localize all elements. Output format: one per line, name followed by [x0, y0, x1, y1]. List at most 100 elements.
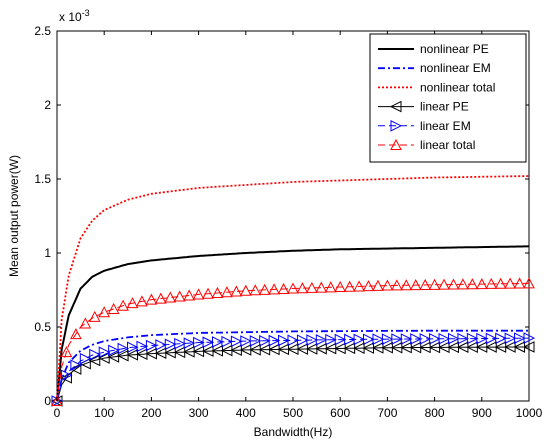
data-point [79, 352, 92, 365]
x-tick-label: 600 [330, 406, 350, 420]
x-tick-label: 300 [189, 406, 209, 420]
data-point [296, 282, 309, 294]
x-tick-label: 0 [54, 406, 61, 420]
data-point [89, 348, 101, 361]
series-line [56, 245, 530, 402]
data-point [221, 286, 233, 298]
legend-label: nonlinear PE [420, 42, 489, 56]
data-point [476, 332, 488, 345]
x-tick-label: 800 [425, 406, 445, 420]
data-point [127, 341, 139, 354]
legend-item: linear PE [378, 100, 469, 114]
series-linear-total [51, 277, 535, 406]
y-tick-label: 0 [44, 394, 51, 408]
data-point [268, 283, 280, 295]
data-point [447, 278, 460, 290]
data-point [239, 284, 252, 296]
data-point [306, 281, 318, 293]
legend-label: nonlinear total [420, 80, 495, 94]
data-point [88, 310, 101, 322]
x-tick-label: 100 [94, 406, 114, 420]
legend-item: nonlinear EM [378, 61, 491, 75]
data-point [183, 337, 196, 349]
data-point [391, 279, 403, 291]
data-point [202, 336, 215, 349]
data-point [389, 100, 402, 113]
data-point [343, 280, 356, 292]
data-point [495, 332, 507, 345]
data-point [306, 334, 318, 346]
data-point [296, 334, 309, 346]
data-point [400, 333, 413, 345]
x-tick-label: 200 [141, 406, 161, 420]
data-point [428, 278, 441, 290]
legend-item: nonlinear PE [378, 42, 489, 56]
y-tick-label: 0.5 [34, 320, 51, 334]
legend-item: nonlinear total [378, 80, 495, 94]
data-point [192, 288, 205, 300]
data-point [523, 332, 536, 344]
data-point [466, 332, 479, 345]
data-point [485, 277, 498, 289]
data-point [315, 281, 328, 293]
data-point [409, 279, 422, 291]
series-nonlinear-total [56, 175, 530, 402]
data-point [475, 278, 488, 290]
series-layer [50, 175, 536, 407]
data-point [457, 332, 470, 345]
x-tick-label: 1000 [516, 406, 543, 420]
data-point [344, 333, 356, 346]
data-point [136, 340, 149, 353]
data-point [211, 286, 224, 298]
data-point [126, 297, 139, 309]
x-tick-label: 900 [472, 406, 492, 420]
data-point [334, 333, 347, 346]
data-point [117, 299, 129, 311]
data-point [259, 334, 271, 347]
data-point [353, 280, 365, 292]
data-point [485, 332, 498, 345]
x-tick-label: 400 [236, 406, 256, 420]
y-axis-exponent-base: x 10 [59, 10, 82, 24]
data-point [258, 283, 271, 295]
x-axis-label: Bandwidth(Hz) [254, 425, 333, 439]
data-point [164, 338, 177, 351]
series-line [56, 337, 529, 402]
data-point [438, 278, 450, 290]
x-tick-label: 700 [377, 406, 397, 420]
data-point [514, 332, 526, 344]
series-line [56, 346, 529, 402]
data-point [277, 282, 290, 294]
y-tick-label: 2 [44, 98, 51, 112]
y-axis-exponent-power: -3 [82, 8, 90, 18]
data-point [287, 334, 300, 347]
data-point [145, 293, 158, 305]
legend: nonlinear PE nonlinear EM nonlinear total l… [369, 33, 527, 163]
data-point [362, 280, 375, 292]
y-axis-label: Mean output power(W) [7, 155, 21, 277]
data-point [504, 332, 517, 345]
data-point [211, 336, 224, 348]
data-point [70, 328, 82, 340]
data-point [69, 363, 82, 375]
data-point [390, 138, 402, 150]
series-linear-EM [51, 332, 536, 407]
data-point [117, 342, 130, 355]
data-point [429, 333, 441, 345]
data-point [155, 292, 167, 304]
y-tick-label: 1 [44, 246, 51, 260]
data-point [98, 352, 110, 364]
data-point [438, 332, 451, 345]
data-point [419, 278, 431, 290]
data-point [164, 291, 177, 303]
data-point [107, 351, 120, 363]
data-point [60, 346, 73, 358]
data-point [221, 335, 234, 348]
data-point [249, 284, 262, 296]
data-point [174, 337, 186, 350]
data-point [391, 333, 403, 345]
data-point [324, 281, 337, 293]
data-point [522, 341, 535, 353]
data-point [155, 339, 167, 351]
data-point [70, 359, 82, 371]
